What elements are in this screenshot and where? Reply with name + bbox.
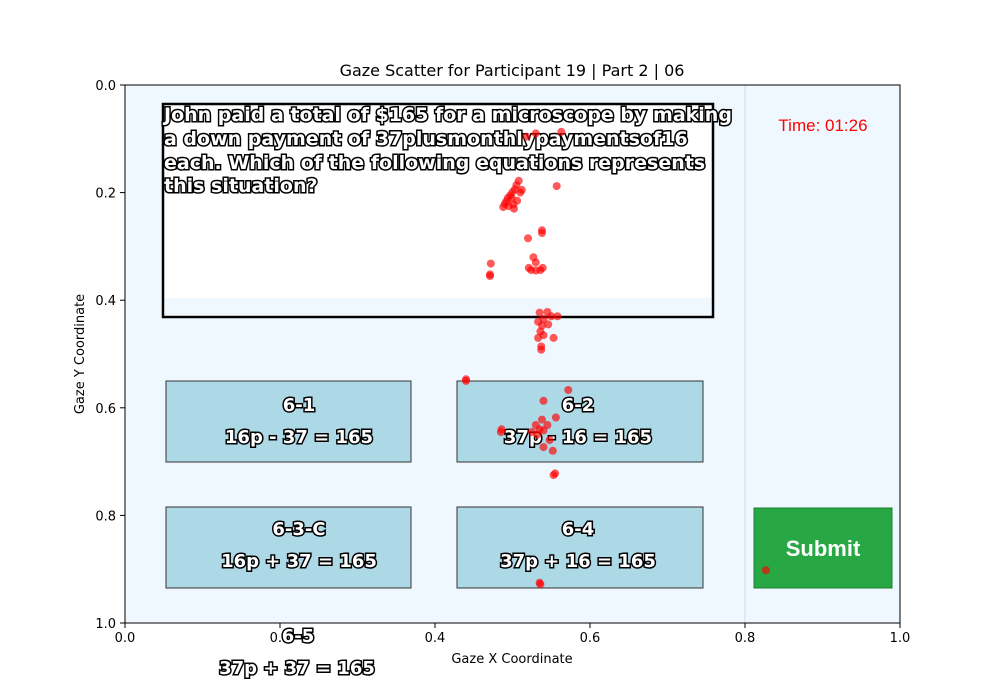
gaze-point bbox=[547, 312, 556, 321]
gaze-point bbox=[531, 129, 540, 138]
option-equation: 16p - 37 = 165 bbox=[225, 427, 373, 448]
gaze-point bbox=[504, 202, 513, 211]
option-label: 6-5 bbox=[282, 626, 315, 647]
gaze-point bbox=[537, 345, 546, 354]
gaze-point bbox=[533, 430, 542, 439]
option-box bbox=[456, 380, 704, 463]
option-6-5: 6-5 37p + 37 = 165 bbox=[218, 625, 377, 681]
option-label: 6-1 bbox=[283, 395, 316, 416]
gaze-point bbox=[539, 426, 548, 435]
gaze-points bbox=[462, 127, 770, 589]
y-axis-ticks: 0.0 0.2 0.4 0.6 0.8 1.0 bbox=[95, 79, 125, 632]
gaze-point bbox=[544, 320, 553, 329]
question-line: this situation? bbox=[164, 175, 318, 197]
question-line: each. Which of the following equations r… bbox=[164, 152, 705, 174]
gaze-point bbox=[535, 308, 544, 317]
gaze-point bbox=[534, 333, 543, 342]
gaze-point bbox=[538, 229, 546, 237]
gaze-point bbox=[549, 471, 558, 480]
chart-title: Gaze Scatter for Participant 19 | Part 2… bbox=[340, 61, 685, 80]
gaze-point bbox=[538, 415, 546, 424]
y-tick-label: 1.0 bbox=[95, 617, 116, 632]
question-text: John paid a total of $165 for a microsco… bbox=[161, 103, 734, 199]
y-tick-label: 0.0 bbox=[95, 79, 116, 94]
option-6-2: 6-2 37p - 16 = 165 bbox=[456, 380, 704, 463]
option-6-4: 6-4 37p + 16 = 165 bbox=[456, 506, 704, 589]
x-tick-label: 0.4 bbox=[425, 631, 446, 646]
gaze-point bbox=[539, 396, 548, 405]
gaze-point bbox=[545, 436, 554, 445]
option-label: 6-3-C bbox=[272, 519, 325, 540]
option-box bbox=[456, 506, 704, 589]
x-tick-label: 1.0 bbox=[890, 631, 911, 646]
submit-area: Submit bbox=[753, 507, 893, 589]
gaze-point bbox=[536, 580, 545, 589]
option-6-1: 6-1 16p - 37 = 165 bbox=[165, 380, 412, 463]
gaze-point bbox=[517, 185, 526, 194]
gaze-point bbox=[557, 127, 566, 136]
gaze-point bbox=[761, 566, 770, 575]
option-equation: 37p - 16 = 165 bbox=[504, 427, 652, 448]
gaze-point bbox=[564, 386, 573, 394]
gaze-point bbox=[549, 333, 558, 342]
question-line: a down payment of 37plusmonthlypaymentso… bbox=[164, 128, 688, 150]
question-line: John paid a total of $165 for a microsco… bbox=[162, 104, 732, 126]
gaze-point bbox=[553, 312, 562, 321]
y-tick-label: 0.6 bbox=[95, 402, 116, 417]
x-tick-label: 0.6 bbox=[580, 631, 601, 646]
timer-text: Time: 01:26 bbox=[778, 116, 867, 135]
option-label: 6-4 bbox=[562, 519, 595, 540]
gaze-point bbox=[486, 272, 494, 280]
option-equation: 37p + 16 = 165 bbox=[500, 551, 656, 572]
option-equation: 16p + 37 = 165 bbox=[221, 551, 377, 572]
gaze-point bbox=[531, 258, 540, 267]
gaze-point bbox=[539, 443, 548, 452]
submit-label: Submit bbox=[786, 536, 861, 561]
option-label: 6-2 bbox=[562, 395, 595, 416]
x-tick-label: 0.2 bbox=[270, 631, 291, 646]
x-axis-label: Gaze X Coordinate bbox=[451, 652, 572, 667]
plot-frame bbox=[124, 84, 901, 624]
y-tick-label: 0.8 bbox=[95, 509, 116, 524]
option-6-3-c: 6-3-C 16p + 37 = 165 bbox=[165, 506, 412, 589]
x-axis-ticks: 0.0 0.2 0.4 0.6 0.8 1.0 bbox=[115, 623, 911, 646]
gaze-point bbox=[551, 413, 560, 422]
x-tick-label: 0.8 bbox=[735, 631, 756, 646]
gaze-point bbox=[548, 446, 557, 455]
option-equation: 37p + 37 = 165 bbox=[219, 658, 375, 679]
option-box bbox=[165, 506, 412, 589]
y-tick-label: 0.2 bbox=[95, 187, 116, 202]
gaze-point bbox=[524, 234, 532, 243]
gaze-point bbox=[496, 428, 505, 436]
y-tick-label: 0.4 bbox=[95, 294, 116, 309]
y-axis-label: Gaze Y Coordinate bbox=[73, 294, 88, 414]
gaze-point bbox=[462, 376, 470, 385]
option-box bbox=[165, 380, 412, 463]
gaze-point bbox=[486, 259, 495, 268]
gaze-point bbox=[522, 132, 531, 141]
submit-button bbox=[753, 507, 893, 589]
question-box bbox=[161, 102, 715, 319]
gaze-point bbox=[552, 182, 561, 191]
gaze-point bbox=[538, 263, 547, 272]
question-box-lower-band bbox=[165, 298, 711, 315]
x-tick-label: 0.0 bbox=[115, 631, 136, 646]
